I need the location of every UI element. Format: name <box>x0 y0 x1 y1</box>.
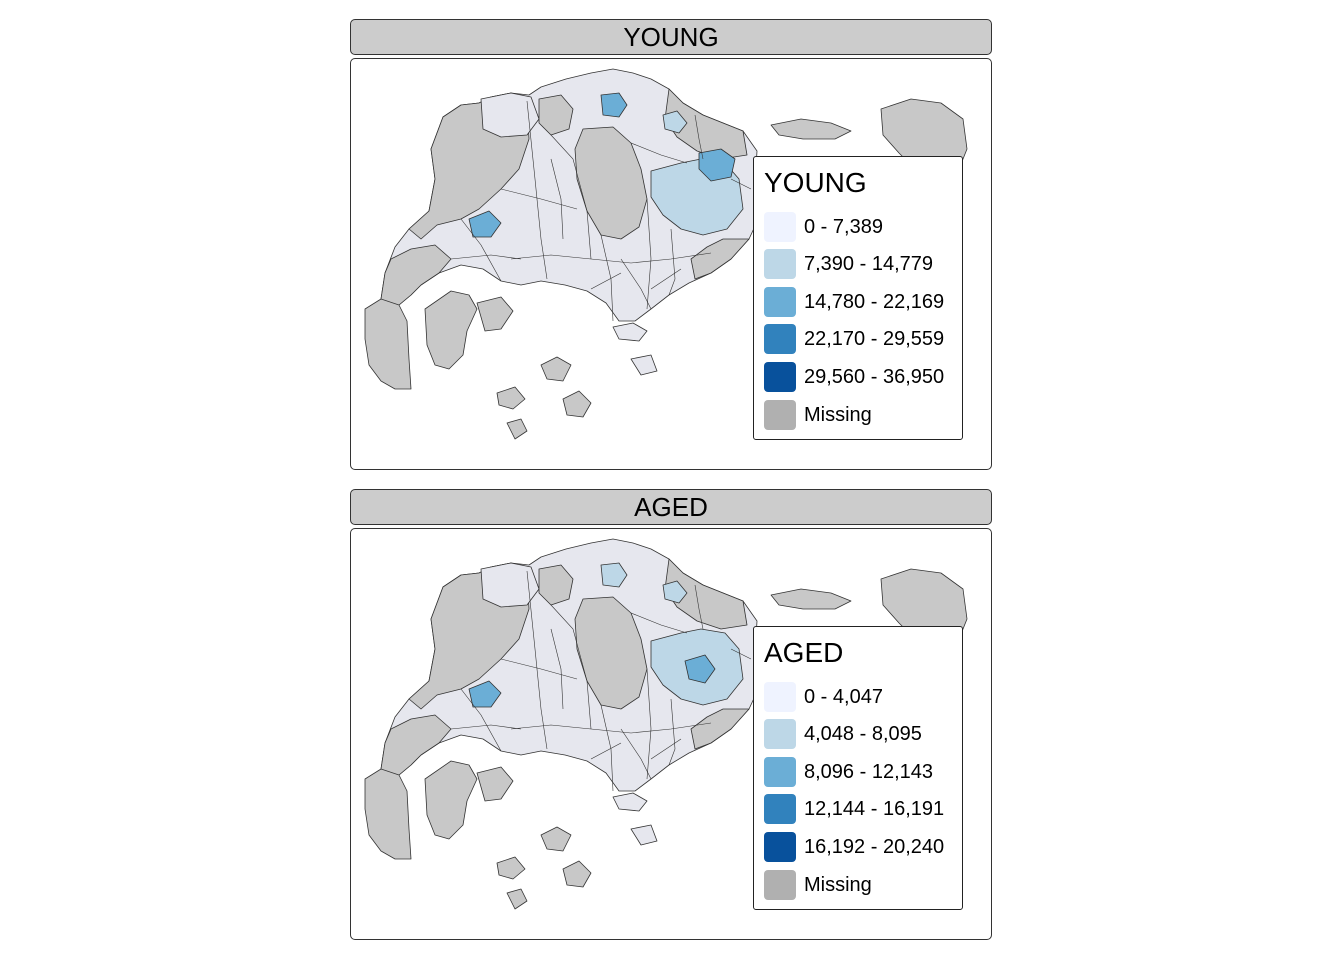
region-north <box>538 94 574 136</box>
island-jurong <box>424 290 478 370</box>
legend-item-3: 14,780 - 22,169 <box>764 286 944 318</box>
island-jurong-2 <box>476 296 514 332</box>
panel-header-young: YOUNG <box>350 19 992 55</box>
legend-title: AGED <box>764 637 844 668</box>
legend-swatch <box>764 362 796 392</box>
map-panel-aged: AGED 0 - 4,047 4,048 - 8,095 8,096 - 12,… <box>350 528 992 940</box>
region-highlight-ne <box>662 110 688 134</box>
legend-swatch <box>764 870 796 900</box>
island-south-2 <box>562 860 592 888</box>
legend-label: Missing <box>804 873 872 896</box>
legend-item-4: 12,144 - 16,191 <box>764 793 944 825</box>
region-central <box>574 126 648 240</box>
panel-header-aged: AGED <box>350 489 992 525</box>
region-highlight-east <box>684 654 716 684</box>
map-subzone-lines <box>450 570 752 792</box>
island-south-4 <box>506 418 528 440</box>
island-south-5 <box>630 354 658 376</box>
island-sentosa <box>612 792 648 812</box>
legend-item-1: 0 - 4,047 <box>764 681 883 713</box>
region-northwest <box>480 92 540 138</box>
island-jurong <box>424 760 478 840</box>
region-tuas <box>364 768 412 860</box>
region-east <box>690 708 750 750</box>
panel-title: AGED <box>634 491 708 522</box>
map-land <box>364 538 968 910</box>
island-jurong-2 <box>476 766 514 802</box>
island-south-5 <box>630 824 658 846</box>
legend-item-5: 16,192 - 20,240 <box>764 831 944 863</box>
region-southwest <box>380 714 452 784</box>
legend-swatch <box>764 400 796 430</box>
region-east <box>690 238 750 280</box>
legend-label: Missing <box>804 403 872 426</box>
legend-item-4: 22,170 - 29,559 <box>764 323 944 355</box>
island-south-3 <box>496 386 526 410</box>
legend-label: 14,780 - 22,169 <box>804 290 945 313</box>
island-south-1 <box>540 826 572 852</box>
legend-swatch <box>764 324 796 354</box>
legend-label: 0 - 4,047 <box>804 685 883 708</box>
legend-swatch <box>764 719 796 749</box>
panel-title: YOUNG <box>623 21 719 52</box>
map-legend-young: YOUNG 0 - 7,389 7,390 - 14,779 14,780 - … <box>753 156 963 440</box>
legend-label: 8,096 - 12,143 <box>804 760 933 783</box>
legend-swatch <box>764 832 796 862</box>
legend-item-missing: Missing <box>764 399 872 431</box>
legend-item-2: 4,048 - 8,095 <box>764 718 922 750</box>
legend-label: 12,144 - 16,191 <box>804 797 945 820</box>
map-land <box>364 68 968 440</box>
legend-swatch <box>764 794 796 824</box>
legend-label: 4,048 - 8,095 <box>804 722 922 745</box>
legend-item-missing: Missing <box>764 869 872 901</box>
region-northwest <box>480 562 540 608</box>
island-south-2 <box>562 390 592 418</box>
region-highlight-ne <box>662 580 688 604</box>
map-subzone-lines <box>450 100 752 322</box>
legend-label: 29,560 - 36,950 <box>804 365 945 388</box>
choropleth-map-young <box>364 68 968 440</box>
region-highlight-north <box>600 92 628 118</box>
legend-swatch <box>764 287 796 317</box>
region-north <box>538 564 574 606</box>
legend-label: 22,170 - 29,559 <box>804 327 945 350</box>
legend-swatch <box>764 249 796 279</box>
region-tuas <box>364 298 412 390</box>
legend-label: 16,192 - 20,240 <box>804 835 945 858</box>
legend-swatch <box>764 757 796 787</box>
region-highlight-east <box>698 148 736 182</box>
legend-label: 0 - 7,389 <box>804 215 883 238</box>
island-ubin <box>770 118 852 140</box>
legend-swatch <box>764 212 796 242</box>
island-south-1 <box>540 356 572 382</box>
map-legend-aged: AGED 0 - 4,047 4,048 - 8,095 8,096 - 12,… <box>753 626 963 910</box>
region-central <box>574 596 648 710</box>
legend-swatch <box>764 682 796 712</box>
legend-item-1: 0 - 7,389 <box>764 211 883 243</box>
region-highlight-north <box>600 562 628 588</box>
legend-item-3: 8,096 - 12,143 <box>764 756 933 788</box>
island-south-4 <box>506 888 528 910</box>
island-ubin <box>770 588 852 610</box>
legend-item-2: 7,390 - 14,779 <box>764 248 933 280</box>
island-sentosa <box>612 322 648 342</box>
legend-title: YOUNG <box>764 167 867 198</box>
map-panel-young: YOUNG 0 - 7,389 7,390 - 14,779 14,780 - … <box>350 58 992 470</box>
choropleth-map-aged <box>364 538 968 910</box>
region-southwest <box>380 244 452 314</box>
island-south-3 <box>496 856 526 880</box>
legend-label: 7,390 - 14,779 <box>804 252 933 275</box>
legend-item-5: 29,560 - 36,950 <box>764 361 944 393</box>
